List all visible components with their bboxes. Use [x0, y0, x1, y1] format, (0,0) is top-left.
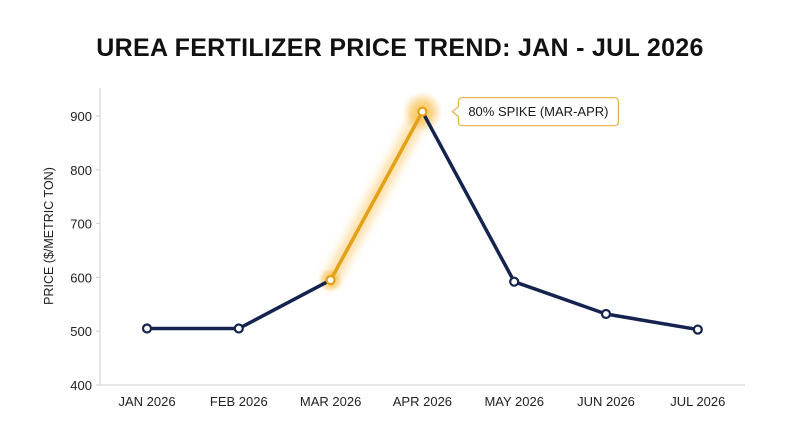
data-point	[600, 308, 612, 320]
data-point	[417, 106, 428, 117]
data-point	[509, 276, 520, 287]
x-tick-label: FEB 2026	[210, 394, 268, 409]
y-tick-label: 500	[70, 324, 92, 339]
chart-title: UREA FERTILIZER PRICE TREND: JAN - JUL 2…	[96, 34, 704, 62]
y-tick-label: 400	[70, 378, 92, 393]
series-segment	[604, 312, 700, 332]
series-segment	[420, 109, 516, 284]
data-point	[325, 274, 336, 286]
data-point	[141, 323, 153, 334]
y-tick-label: 600	[70, 270, 92, 285]
x-tick-label: MAY 2026	[484, 394, 544, 409]
x-tick-label: JUL 2026	[670, 394, 725, 409]
x-tick-label: MAR 2026	[300, 394, 361, 409]
x-tick-label: JUN 2026	[577, 394, 635, 409]
y-axis-title: PRICE ($/METRIC TON)	[42, 167, 56, 305]
series-segment	[512, 279, 608, 316]
data-point	[692, 324, 703, 335]
annotation-label: 80% SPIKE (MAR-APR)	[468, 104, 608, 119]
data-point	[233, 323, 244, 334]
annotation-box	[451, 97, 619, 127]
y-tick-label: 700	[70, 217, 92, 232]
x-tick-label: JAN 2026	[118, 394, 175, 409]
series-segment-highlight	[328, 109, 425, 282]
y-tick-label: 900	[70, 109, 92, 124]
x-tick-label: APR 2026	[393, 394, 452, 409]
series-segment	[237, 278, 333, 331]
y-tick-label: 800	[70, 163, 92, 178]
